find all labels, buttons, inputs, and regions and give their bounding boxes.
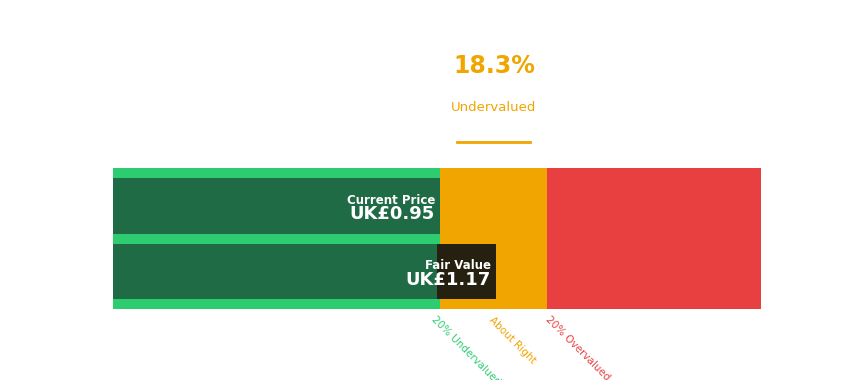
Bar — [113, 168, 440, 178]
Bar — [440, 168, 547, 309]
Text: Fair Value: Fair Value — [424, 259, 490, 272]
Bar — [436, 244, 495, 299]
Bar — [113, 178, 440, 234]
Text: 18.3%: 18.3% — [452, 54, 534, 78]
Bar — [113, 299, 440, 309]
Text: 20% Undervalued: 20% Undervalued — [429, 315, 502, 380]
Text: About Right: About Right — [486, 315, 537, 366]
Bar — [113, 234, 440, 244]
Text: Current Price: Current Price — [346, 194, 435, 207]
Text: UK£0.95: UK£0.95 — [349, 205, 435, 223]
Text: Undervalued: Undervalued — [451, 101, 536, 114]
Text: 20% Overvalued: 20% Overvalued — [543, 315, 611, 380]
Bar — [547, 168, 760, 309]
Bar — [113, 168, 440, 309]
Bar — [113, 244, 440, 299]
Text: UK£1.17: UK£1.17 — [405, 271, 490, 289]
